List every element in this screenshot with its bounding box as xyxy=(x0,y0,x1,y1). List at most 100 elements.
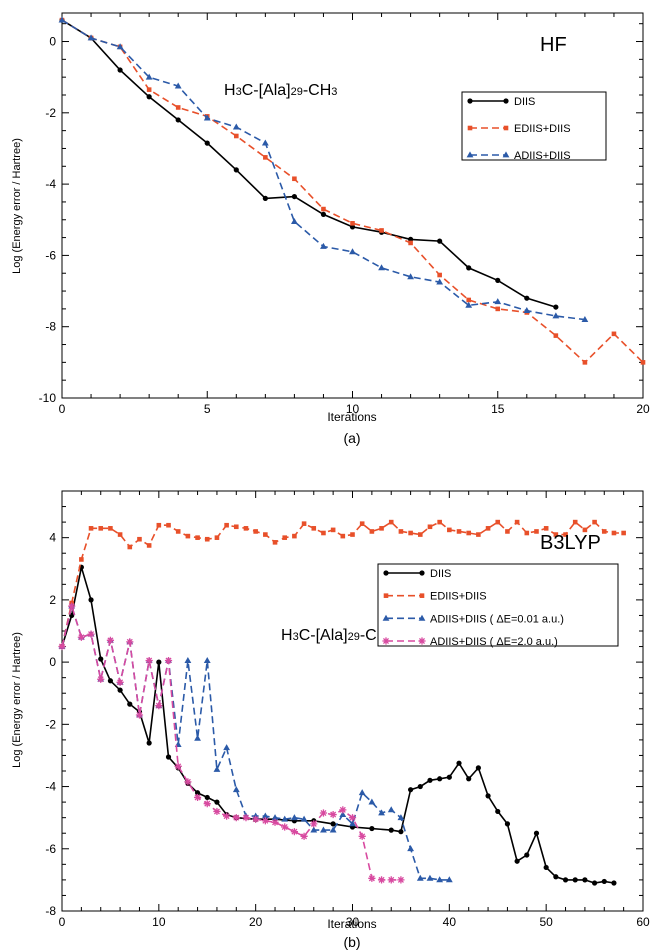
data-point xyxy=(377,876,386,884)
panel-label: (a) xyxy=(343,430,360,446)
data-point xyxy=(301,521,307,526)
data-point xyxy=(88,526,94,531)
data-point xyxy=(379,526,384,531)
data-point xyxy=(466,530,471,536)
data-point xyxy=(203,114,211,121)
data-point xyxy=(562,877,569,883)
data-point xyxy=(281,815,289,822)
legend-marker xyxy=(503,125,509,131)
molecule-label: H3C-[Ala]29-CH3 xyxy=(224,82,337,99)
data-point xyxy=(145,73,153,80)
data-point xyxy=(224,522,229,528)
y-axis-label: Log (Energy error / Hartree) xyxy=(11,138,23,274)
series-4 xyxy=(58,602,405,884)
data-point xyxy=(543,526,549,531)
x-tick-label: 15 xyxy=(491,402,505,416)
data-point xyxy=(524,852,530,858)
data-point xyxy=(262,195,268,201)
legend-box xyxy=(377,563,619,647)
data-point xyxy=(204,794,210,801)
data-point xyxy=(175,529,181,534)
data-point xyxy=(456,760,462,766)
data-point xyxy=(234,133,239,139)
data-point xyxy=(446,774,452,780)
data-point xyxy=(204,140,210,146)
data-point xyxy=(582,360,588,365)
data-point xyxy=(388,827,394,833)
data-point xyxy=(232,123,240,130)
legend-entry: EDIIS+DIIS xyxy=(383,591,487,603)
data-point xyxy=(243,526,249,531)
data-point xyxy=(194,790,201,796)
legend-marker xyxy=(419,593,425,598)
data-point xyxy=(146,740,152,746)
data-point xyxy=(553,532,559,537)
data-point xyxy=(156,522,162,528)
data-point xyxy=(58,16,66,23)
legend-marker xyxy=(419,570,425,576)
x-tick-label: 20 xyxy=(636,402,650,416)
data-point xyxy=(164,656,173,665)
data-point xyxy=(290,828,298,836)
data-point xyxy=(106,636,115,644)
data-point xyxy=(348,814,357,822)
data-point xyxy=(408,787,414,793)
data-point xyxy=(358,789,366,796)
x-tick-label: 10 xyxy=(346,402,360,416)
data-point xyxy=(253,529,258,534)
data-point xyxy=(582,877,588,883)
data-point xyxy=(339,810,347,817)
legend-marker xyxy=(382,614,390,621)
y-tick-label: -4 xyxy=(45,177,56,191)
data-point xyxy=(194,734,201,741)
data-point xyxy=(591,880,598,886)
data-point xyxy=(378,809,385,816)
data-point xyxy=(552,312,560,319)
series-line xyxy=(61,19,644,364)
data-point xyxy=(563,532,568,537)
series-line xyxy=(61,19,557,308)
data-point xyxy=(447,527,452,533)
axis-ticks: 0 10 20 30 40 50 60 -8 -6 -4 -2 0 2 4 xyxy=(45,490,650,929)
legend: DIIS EDIIS+DIIS ADIIS+DIIS ( ΔE=0.01 a.u.)… xyxy=(377,563,619,648)
data-point xyxy=(330,527,336,533)
data-point xyxy=(408,240,413,246)
data-point xyxy=(320,826,327,833)
x-tick-label: 40 xyxy=(443,915,457,929)
data-point xyxy=(184,778,192,786)
x-axis-label: Iterations xyxy=(327,917,376,931)
y-axis-label: Log (Energy error / Hartree) xyxy=(11,632,23,768)
data-point xyxy=(271,814,279,821)
data-point xyxy=(398,529,404,534)
data-point xyxy=(350,221,355,226)
data-point xyxy=(445,876,453,883)
data-point xyxy=(127,701,133,707)
data-point xyxy=(505,529,510,534)
data-point xyxy=(397,814,405,821)
legend-label: EDIIS+DIIS xyxy=(430,591,487,603)
data-point xyxy=(117,532,123,537)
data-point xyxy=(621,530,626,536)
data-point xyxy=(77,633,85,641)
data-point xyxy=(117,687,123,693)
data-point xyxy=(175,105,181,110)
data-point xyxy=(397,876,405,884)
data-point xyxy=(311,526,317,531)
series-1 xyxy=(59,17,559,310)
legend-marker xyxy=(383,593,389,598)
data-point xyxy=(310,826,318,833)
data-point xyxy=(292,176,297,182)
x-tick-label: 30 xyxy=(346,915,360,929)
data-point xyxy=(126,638,134,646)
data-point xyxy=(514,519,520,525)
y-tick-label: 4 xyxy=(49,531,56,545)
data-point xyxy=(417,783,423,790)
data-point xyxy=(98,656,104,662)
axis-ticks: 0 5 10 15 20 -10 -8 -6 -4 -2 0 xyxy=(39,13,650,416)
chart-panel-a: 0 5 10 15 20 -10 -8 -6 -4 -2 0 Log (Energy error /… xyxy=(11,12,650,446)
data-point xyxy=(175,117,181,123)
series-3 xyxy=(58,16,589,322)
legend-marker xyxy=(383,570,389,576)
data-point xyxy=(408,530,413,536)
data-point xyxy=(116,678,124,686)
